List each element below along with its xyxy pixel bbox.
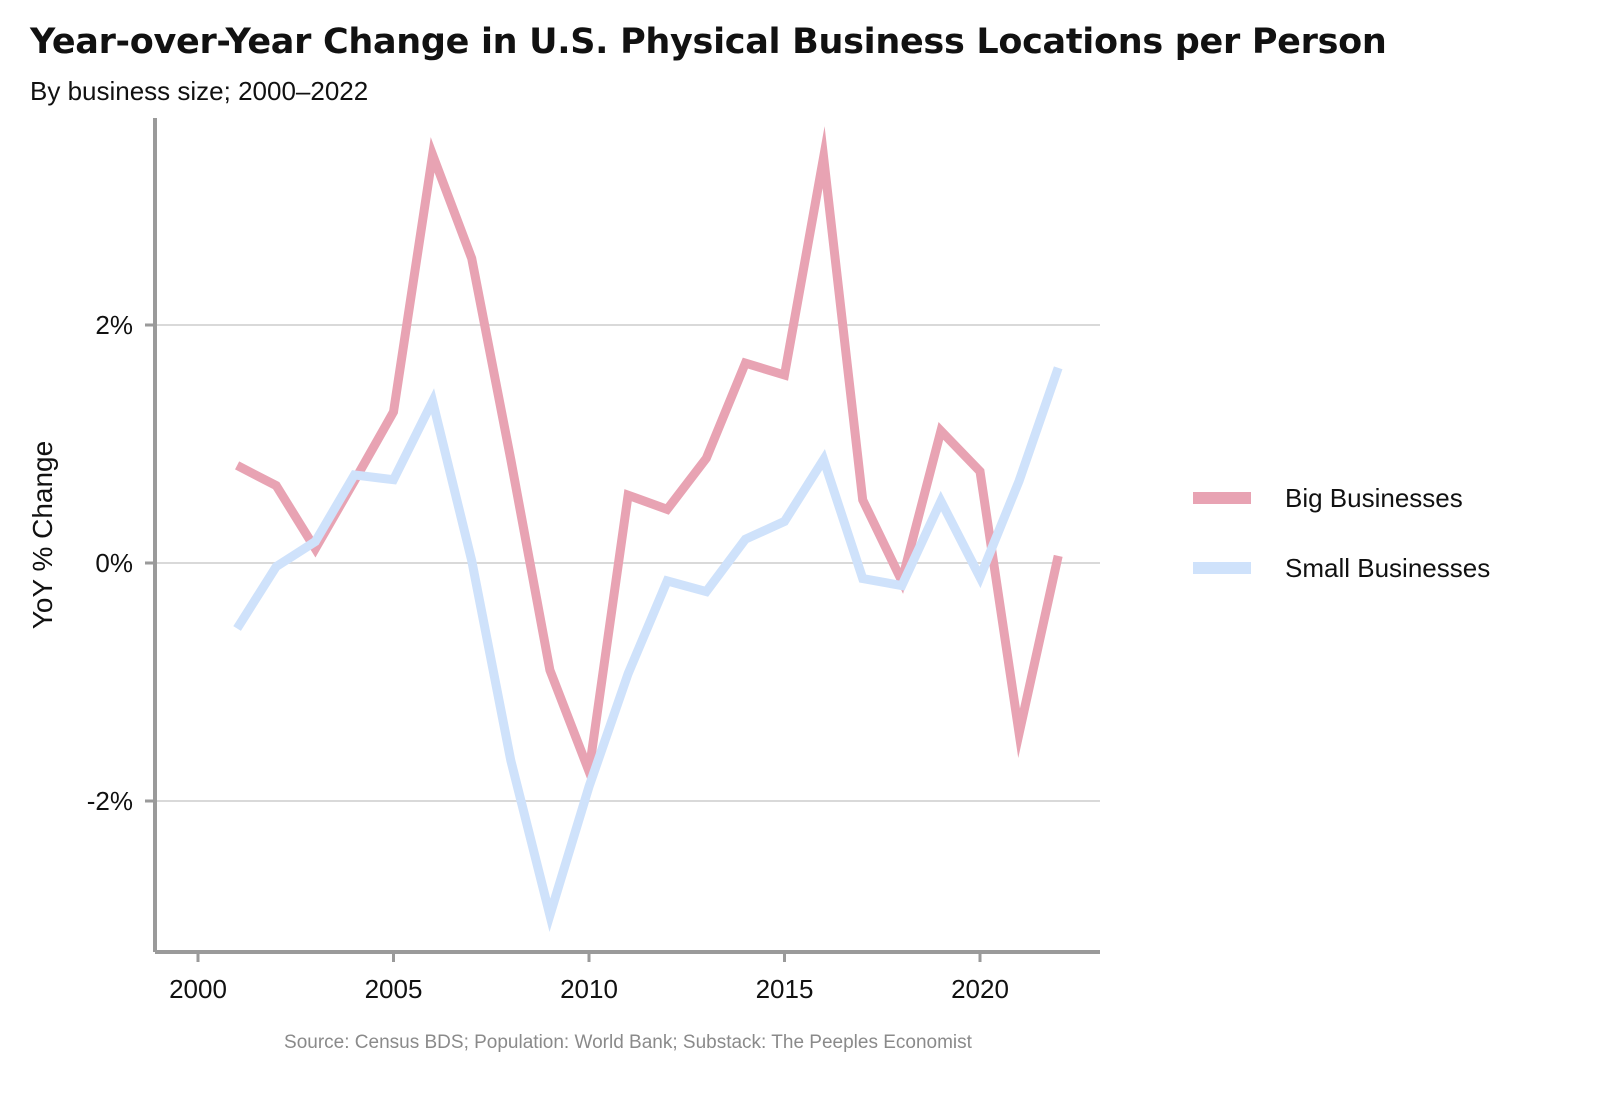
y-axis-title: YoY % Change <box>27 441 58 629</box>
x-tick-label: 2015 <box>756 974 814 1004</box>
series-lines <box>233 126 1063 932</box>
x-tick-label: 2005 <box>365 974 423 1004</box>
legend: Big Businesses Small Businesses <box>1193 483 1490 583</box>
legend-label-big-businesses: Big Businesses <box>1285 483 1463 513</box>
axes <box>145 118 1100 962</box>
series-line-small-businesses <box>233 366 1063 932</box>
x-tick-label: 2000 <box>169 974 227 1004</box>
y-tick-label: 2% <box>95 310 133 340</box>
legend-label-small-businesses: Small Businesses <box>1285 553 1490 583</box>
y-axis-tick-labels: -2% 0% 2% <box>87 310 133 816</box>
y-tick-label: -2% <box>87 786 133 816</box>
gridlines <box>155 324 1100 802</box>
source-note: Source: Census BDS; Population: World Ba… <box>284 1032 973 1053</box>
chart-subtitle: By business size; 2000–2022 <box>30 76 369 106</box>
x-tick-label: 2010 <box>560 974 618 1004</box>
series-line-big-businesses <box>235 126 1063 790</box>
chart-title: Year-over-Year Change in U.S. Physical B… <box>30 22 1387 62</box>
y-tick-label: 0% <box>95 548 133 578</box>
x-axis-tick-labels: 2000 2005 2010 2015 2020 <box>169 974 1009 1004</box>
x-tick-label: 2020 <box>951 974 1009 1004</box>
